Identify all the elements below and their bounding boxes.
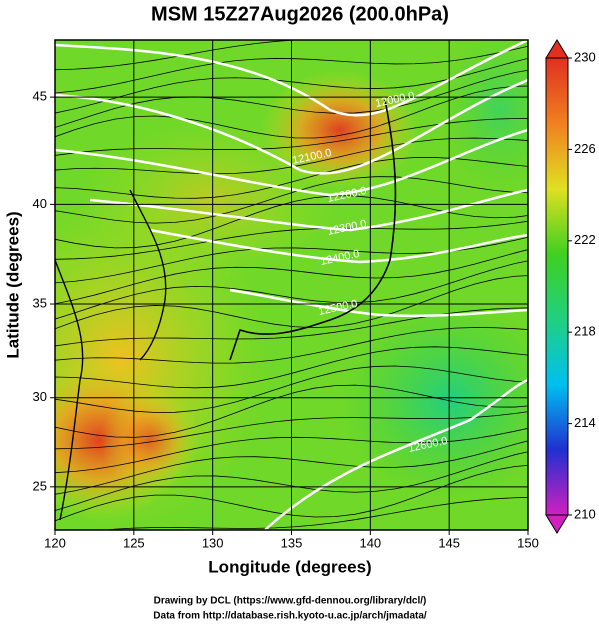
y-axis-label: Latitude (degrees) xyxy=(3,211,22,358)
map-field: 12000.012100.012200.012300.012400.012500… xyxy=(55,40,528,530)
coastline xyxy=(129,189,167,361)
title: MSM 15Z27Aug2026 (200.0hPa) xyxy=(151,3,449,25)
y-tick-label: 35 xyxy=(33,295,47,310)
x-tick-label: 140 xyxy=(359,535,381,550)
streamline xyxy=(55,118,528,156)
streamline xyxy=(55,260,528,320)
streamline xyxy=(55,327,528,364)
credit: Data from http://database.rish.kyoto-u.a… xyxy=(153,611,427,622)
contours xyxy=(55,40,528,530)
x-tick-label: 120 xyxy=(44,535,66,550)
credit: Drawing by DCL (https://www.gfd-dennou.o… xyxy=(154,596,427,607)
coastline xyxy=(55,259,84,521)
streamline xyxy=(55,307,528,347)
streamline xyxy=(55,69,528,128)
x-tick-label: 150 xyxy=(517,535,539,550)
streamline xyxy=(55,365,528,413)
streamline xyxy=(55,440,528,495)
streamline xyxy=(55,137,528,175)
y-tick-label: 45 xyxy=(33,89,47,104)
streamline xyxy=(55,176,528,224)
colorbar-arrow xyxy=(545,514,569,534)
colorbar-tick-label: 222 xyxy=(574,232,596,247)
colorbar-arrow xyxy=(545,39,569,59)
streamline xyxy=(55,45,528,94)
colorbar-tick-label: 214 xyxy=(574,415,596,430)
streamline xyxy=(55,451,528,511)
colorbar-tick-label: 218 xyxy=(574,324,596,339)
x-tick-label: 125 xyxy=(123,535,145,550)
streamline xyxy=(55,275,528,330)
colorbar-tick-label: 226 xyxy=(574,141,596,156)
colorbar xyxy=(545,57,569,516)
streamline xyxy=(55,346,528,389)
streamline xyxy=(55,384,528,438)
streamline xyxy=(55,249,528,305)
colorbar-tick-label: 210 xyxy=(574,506,596,521)
streamline xyxy=(55,85,528,139)
streamline xyxy=(101,497,528,530)
streamline xyxy=(55,220,528,260)
x-tick-label: 130 xyxy=(202,535,224,550)
x-tick-label: 145 xyxy=(438,535,460,550)
y-tick-label: 40 xyxy=(33,196,47,211)
streamline xyxy=(55,411,528,450)
y-tick-label: 30 xyxy=(33,389,47,404)
colorbar-tick-label: 230 xyxy=(574,49,596,64)
coastline xyxy=(229,99,397,361)
y-tick-label: 25 xyxy=(33,478,47,493)
x-tick-label: 135 xyxy=(281,535,303,550)
x-axis-label: Longitude (degrees) xyxy=(208,557,371,576)
streamline xyxy=(55,427,528,474)
